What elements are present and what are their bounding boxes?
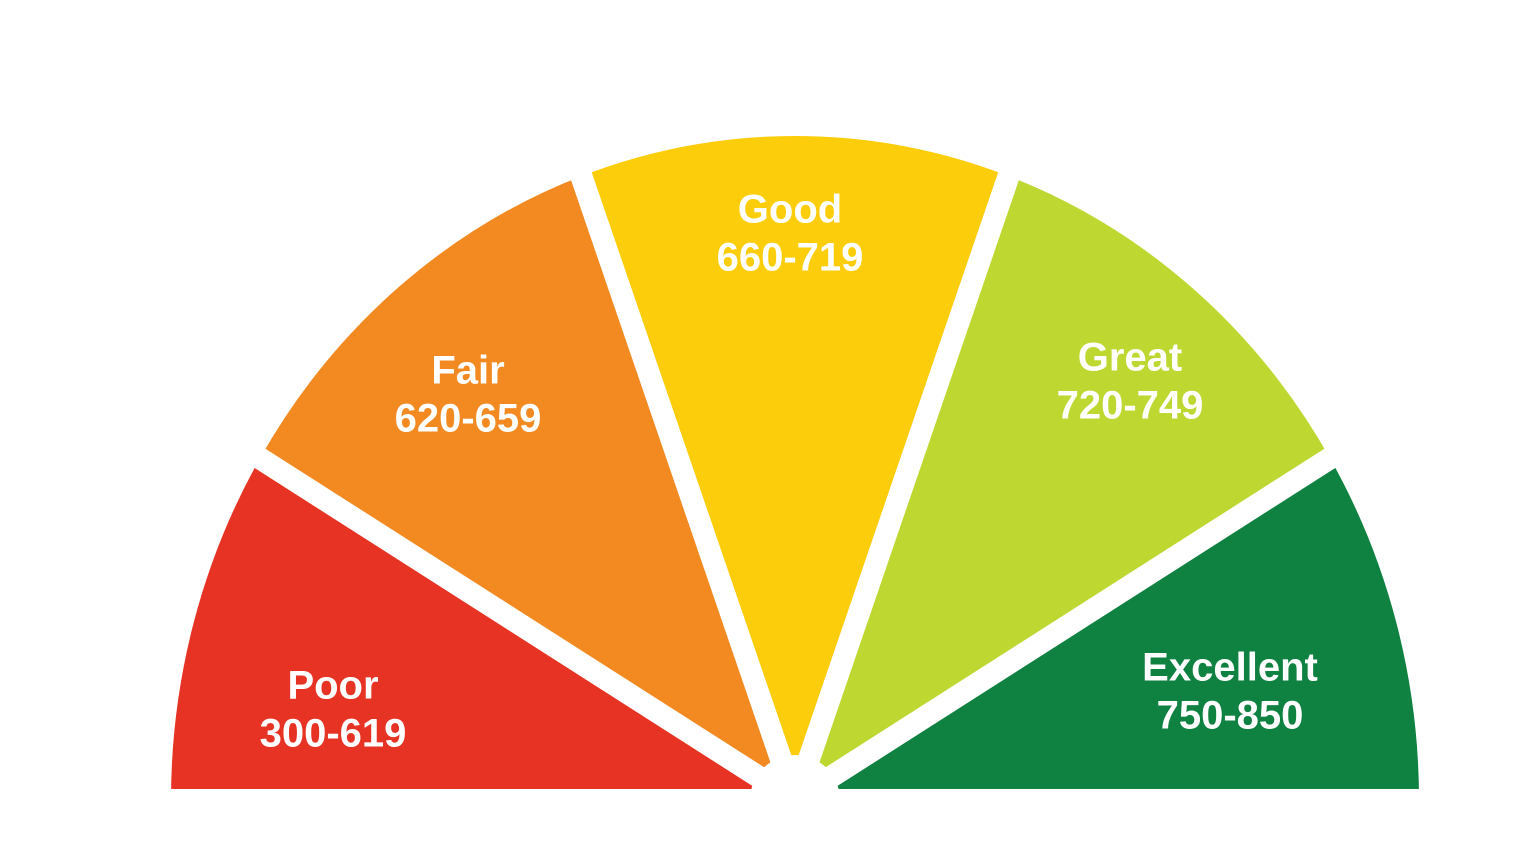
segment-label: Fair (431, 349, 504, 393)
segment-range: 620-659 (395, 397, 542, 441)
gauge-segment (149, 441, 806, 811)
segment-range: 660-719 (717, 236, 864, 280)
segment-label: Great (1078, 336, 1183, 380)
gauge-segment (239, 154, 806, 811)
wedges (149, 114, 1441, 811)
segment-label: Poor (287, 664, 378, 708)
segment-range: 720-749 (1057, 384, 1204, 428)
gauge-segment (566, 114, 1024, 811)
gauge-segment (784, 441, 1441, 811)
gauge-segment (784, 154, 1351, 811)
segment-range: 300-619 (260, 712, 407, 756)
base-mask (0, 800, 1536, 867)
segment-label: Good (738, 188, 842, 232)
segment-label: Excellent (1142, 646, 1318, 690)
segment-range: 750-850 (1157, 694, 1304, 738)
